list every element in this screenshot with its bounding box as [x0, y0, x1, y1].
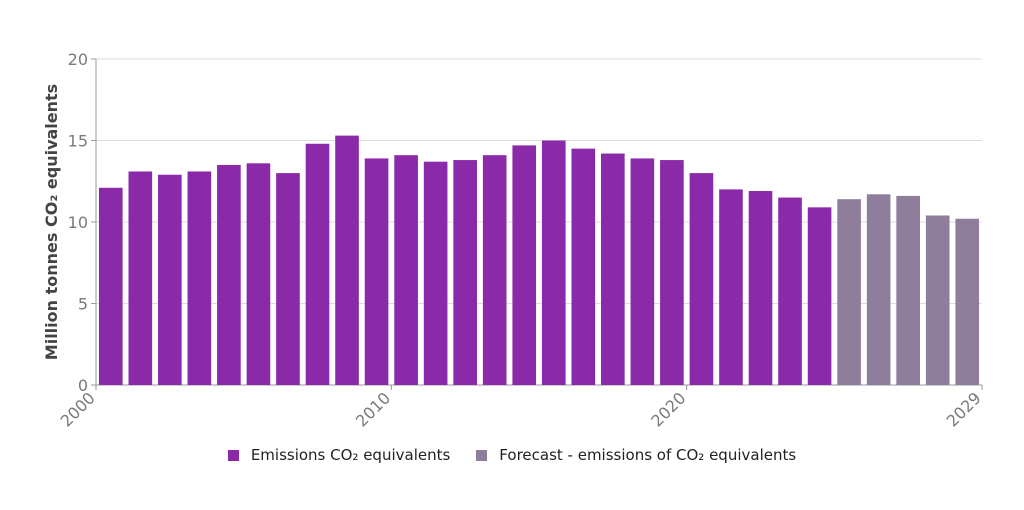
- x-tick-label: 2029: [943, 388, 985, 430]
- bar-emissions-2002: [158, 174, 182, 385]
- bar-forecast-2026: [866, 194, 891, 385]
- bar-forecast-2028: [925, 215, 950, 385]
- bar-emissions-2019: [660, 160, 684, 385]
- legend-item-forecast[interactable]: Forecast - emissions of CO₂ equivalents: [476, 446, 796, 464]
- chart-svg: 0 5 10 15 20 2000 2010 2020 2029 Million tonnes C…: [42, 50, 985, 431]
- bar-emissions-2000: [98, 187, 123, 385]
- x-tick-label: 2020: [647, 388, 689, 430]
- legend-swatch-forecast: [476, 449, 488, 461]
- legend: Emissions CO₂ equivalents Forecast - emi…: [0, 446, 1024, 464]
- bar-emissions-2004: [217, 164, 241, 385]
- bar-emissions-2014: [512, 145, 537, 385]
- x-tick-label: 2010: [352, 388, 394, 430]
- legend-label-emissions: Emissions CO₂ equivalents: [250, 446, 451, 464]
- x-tick-label: 2000: [57, 388, 99, 430]
- y-tick-label: 10: [68, 213, 88, 232]
- y-tick-label: 15: [68, 132, 88, 151]
- legend-swatch-emissions: [227, 449, 239, 461]
- legend-item-emissions[interactable]: Emissions CO₂ equivalents: [227, 446, 451, 464]
- bar-forecast-2027: [896, 195, 920, 385]
- bar-emissions-2010: [394, 155, 418, 385]
- y-axis-title: Million tonnes CO₂ equivalents: [42, 84, 61, 360]
- bar-emissions-2024: [807, 207, 832, 385]
- bar-emissions-2013: [482, 155, 507, 385]
- bar-emissions-2015: [541, 140, 566, 385]
- y-tick-label: 20: [68, 50, 88, 69]
- bar-emissions-2018: [630, 158, 655, 385]
- bar-emissions-2023: [778, 197, 802, 385]
- bar-emissions-2007: [305, 143, 330, 385]
- bar-forecast-2025: [837, 199, 861, 385]
- bar-emissions-2017: [601, 153, 625, 385]
- bar-emissions-2005: [246, 163, 271, 385]
- bar-emissions-2022: [748, 191, 773, 385]
- bar-emissions-2003: [187, 171, 212, 385]
- bar-emissions-2008: [335, 135, 359, 385]
- y-tick-label: 5: [78, 295, 88, 314]
- bar-emissions-2009: [364, 158, 389, 385]
- bar-emissions-2006: [276, 173, 300, 385]
- bar-emissions-2016: [571, 148, 596, 385]
- legend-label-forecast: Forecast - emissions of CO₂ equivalents: [499, 446, 797, 464]
- bar-forecast-2029: [955, 218, 980, 385]
- bar-emissions-2011: [423, 161, 448, 385]
- bar-emissions-2001: [128, 171, 153, 385]
- bar-emissions-2012: [453, 160, 477, 385]
- y-tick-label: 0: [78, 376, 88, 395]
- bar-emissions-2021: [719, 189, 743, 385]
- bar-emissions-2020: [689, 173, 714, 385]
